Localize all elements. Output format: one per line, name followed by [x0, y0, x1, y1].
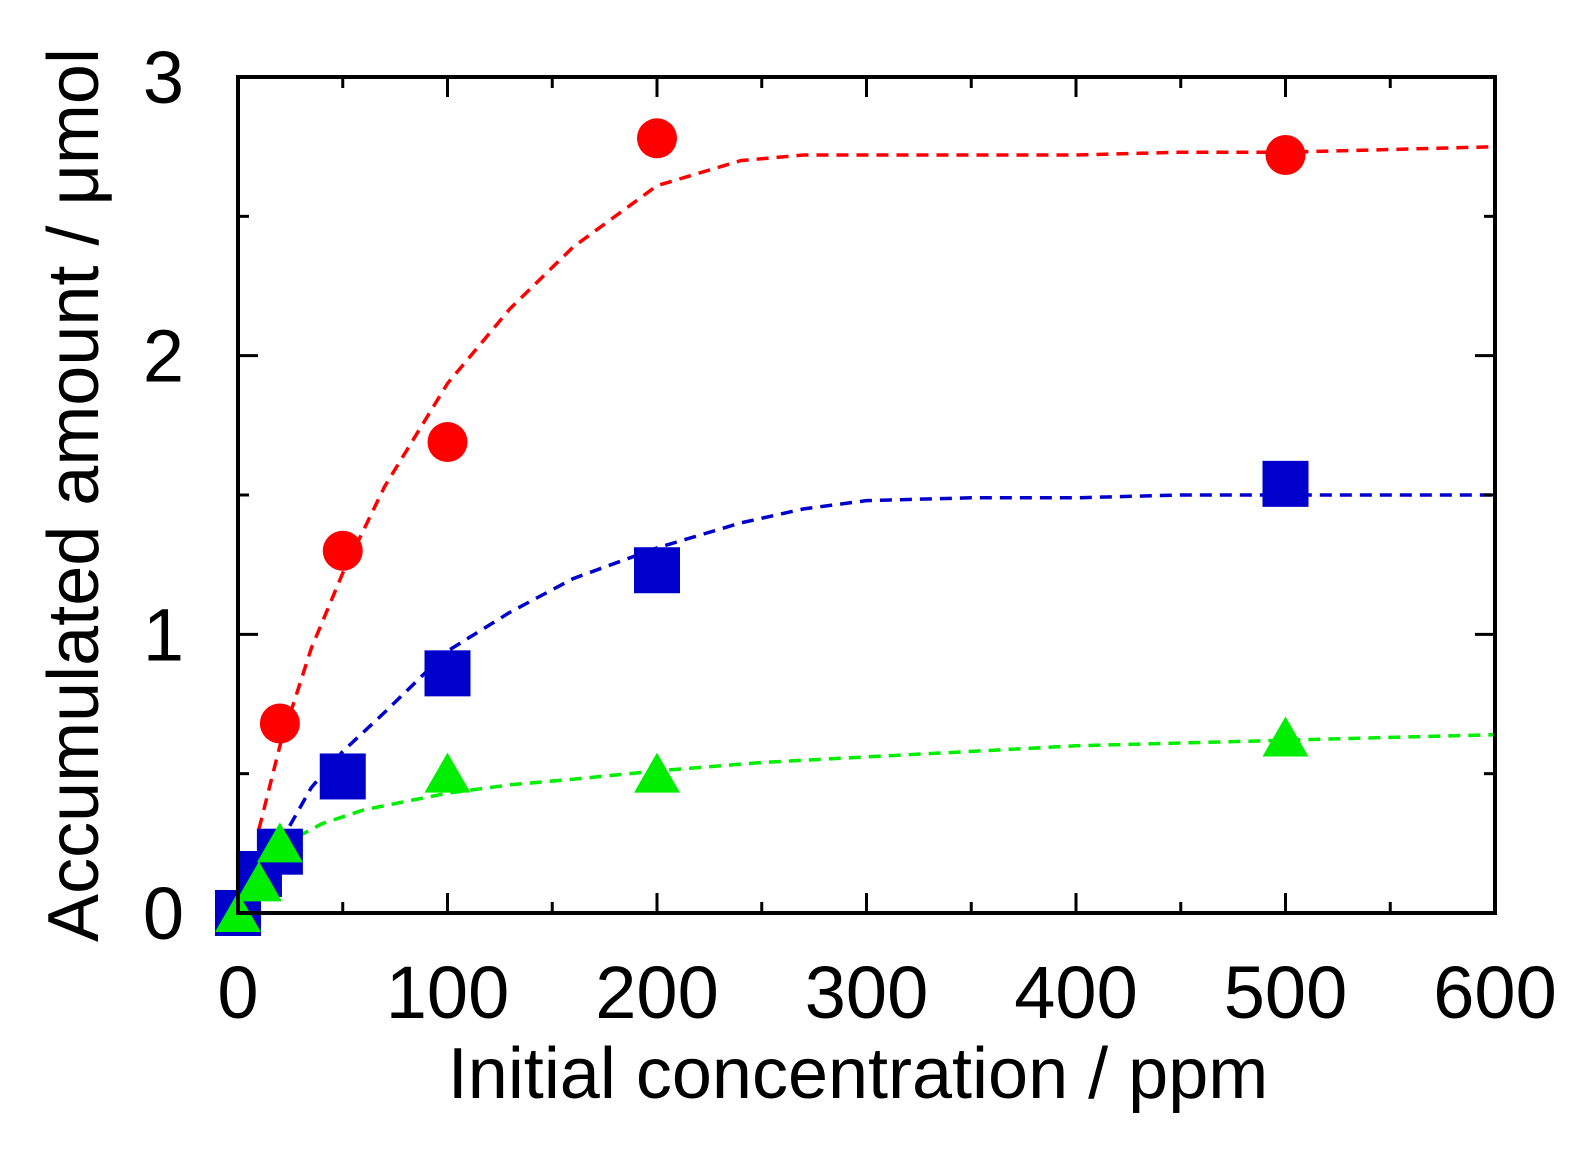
data-markers: [215, 118, 1309, 936]
red-circles-point: [427, 422, 468, 463]
blue-squares-point: [634, 547, 680, 594]
green-triangles-point: [1262, 716, 1309, 757]
y-axis-label: Accumulated amount / μmol: [34, 48, 114, 942]
red-circles-fit-line: [257, 144, 1496, 830]
blue-squares-point: [1262, 460, 1309, 507]
y-tick-label: 1: [143, 593, 184, 676]
axis-ticks: [236, 75, 1497, 915]
green-triangles-point: [235, 861, 282, 902]
x-tick-label: 200: [595, 951, 718, 1034]
blue-squares-point: [424, 650, 471, 697]
x-tick-label: 500: [1224, 951, 1347, 1034]
x-tick-label: 400: [1014, 951, 1137, 1034]
y-tick-label: 2: [143, 315, 184, 398]
red-circles-point: [637, 118, 677, 159]
x-tick-label: 300: [805, 951, 928, 1034]
blue-squares-fit-line: [278, 493, 1495, 845]
tick-labels: 0 100 200 300 400 500 600 0 1 2 3: [143, 36, 1557, 1034]
x-tick-label: 100: [386, 951, 509, 1034]
y-tick-label: 3: [143, 36, 184, 119]
green-triangles-point: [634, 752, 680, 793]
y-tick-label: 0: [143, 872, 184, 955]
green-triangles-fit-line: [279, 732, 1496, 848]
x-tick-label: 600: [1433, 951, 1556, 1034]
fit-curves: [257, 144, 1496, 848]
green-triangles-point: [256, 822, 303, 863]
x-tick-label: 0: [217, 951, 258, 1034]
red-circles-point: [1265, 135, 1306, 176]
red-circles-point: [259, 703, 300, 744]
red-circles-point: [322, 530, 363, 571]
x-axis-label: Initial concentration / ppm: [448, 1034, 1268, 1114]
blue-squares-point: [319, 753, 366, 800]
green-triangles-point: [424, 752, 471, 793]
